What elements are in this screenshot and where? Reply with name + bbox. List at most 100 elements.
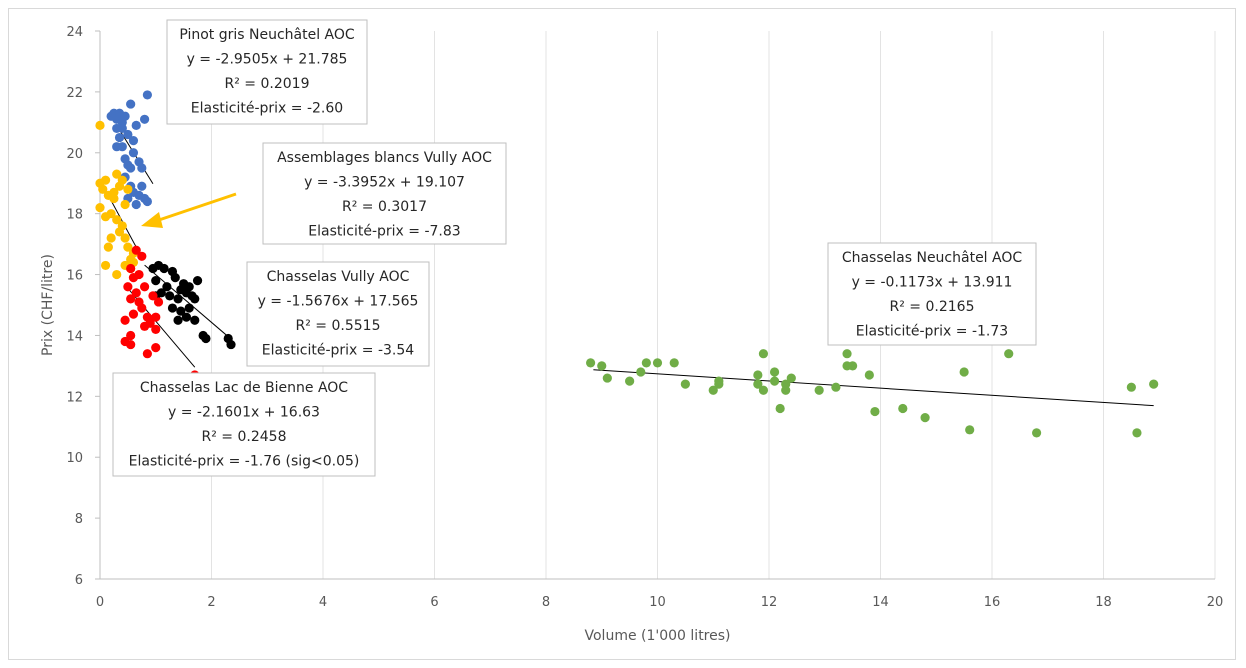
point-bienne <box>137 251 147 261</box>
x-tick-label: 2 <box>207 595 215 610</box>
point-vully_chasselas <box>167 303 178 313</box>
arrow-head <box>141 212 163 228</box>
annotation-line: Elasticité-prix = -1.76 (sig<0.05) <box>129 454 360 470</box>
point-neuchatel <box>842 349 852 359</box>
point-pinot <box>112 142 122 152</box>
x-tick-label: 18 <box>1095 595 1112 610</box>
point-pinot <box>126 163 136 173</box>
point-pinot <box>137 181 147 191</box>
point-neuchatel <box>920 413 930 423</box>
point-vully_chasselas <box>151 276 161 286</box>
annotation-box <box>827 242 1037 346</box>
point-neuchatel <box>758 385 769 395</box>
annotation-line: Elasticité-prix = -1.73 <box>856 324 1008 340</box>
point-neuchatel <box>959 367 969 377</box>
point-vully_blanc <box>117 175 127 185</box>
point-vully_blanc <box>95 120 105 130</box>
point-neuchatel <box>814 385 824 395</box>
point-pinot <box>120 111 130 121</box>
annotation-line: y = -2.1601x + 16.63 <box>168 405 320 421</box>
point-neuchatel <box>781 385 791 395</box>
annotation-pinot: Pinot gris Neuchâtel AOC y = -2.9505x + 2… <box>166 19 368 125</box>
x-tick-label: 0 <box>96 595 104 610</box>
point-bienne <box>126 339 136 350</box>
point-neuchatel <box>775 403 785 414</box>
point-neuchatel <box>1132 428 1142 438</box>
y-tick-label: 18 <box>66 208 83 223</box>
point-neuchatel <box>708 385 718 395</box>
point-neuchatel <box>669 358 679 368</box>
annotations: Pinot gris Neuchâtel AOC y = -2.9505x + 2… <box>112 19 1037 477</box>
point-vully_chasselas <box>192 276 203 286</box>
point-vully_chasselas <box>173 315 183 325</box>
point-neuchatel <box>636 367 646 377</box>
x-axis-title: Volume (1'000 litres) <box>585 628 731 644</box>
annotation-line: Elasticité-prix = -7.83 <box>308 224 460 240</box>
x-tick-label: 16 <box>984 595 1001 610</box>
annotation-line: R² = 0.2458 <box>202 429 287 445</box>
point-bienne <box>126 263 136 274</box>
point-vully_chasselas <box>181 312 192 322</box>
point-neuchatel <box>753 370 763 380</box>
annotation-line: y = -0.1173x + 13.911 <box>852 275 1013 291</box>
point-neuchatel <box>831 382 841 392</box>
x-tick-label: 20 <box>1207 595 1224 610</box>
point-neuchatel <box>1149 379 1159 389</box>
point-vully_blanc <box>112 215 122 225</box>
annotation-line: R² = 0.2019 <box>225 76 310 92</box>
point-vully_blanc <box>123 242 133 252</box>
annotation-bienne: Chasselas Lac de Bienne AOC y = -2.1601x … <box>112 372 376 477</box>
annotation-box <box>262 142 507 245</box>
point-pinot <box>128 136 139 146</box>
point-pinot <box>128 148 139 158</box>
y-tick-label: 16 <box>66 269 83 284</box>
annotation-line: R² = 0.2165 <box>890 299 975 315</box>
point-bienne <box>140 321 150 331</box>
point-vully_blanc <box>95 202 105 213</box>
x-tick-label: 4 <box>319 595 327 610</box>
annotation-line: Chasselas Lac de Bienne AOC <box>140 380 348 396</box>
point-vully_blanc <box>109 187 119 197</box>
point-pinot <box>140 114 150 124</box>
point-neuchatel <box>652 358 663 368</box>
point-bienne <box>151 312 161 322</box>
point-vully_blanc <box>114 227 125 237</box>
point-pinot <box>137 163 147 173</box>
point-neuchatel <box>586 358 596 368</box>
point-neuchatel <box>965 425 975 435</box>
point-neuchatel <box>758 349 769 359</box>
x-tick-label: 10 <box>649 595 666 610</box>
annotation-line: R² = 0.5515 <box>296 318 381 334</box>
point-vully_blanc <box>123 184 133 194</box>
point-bienne <box>140 282 150 292</box>
point-neuchatel <box>1004 349 1014 359</box>
point-bienne <box>126 330 136 341</box>
y-axis-title: Prix (CHF/litre) <box>40 254 56 356</box>
point-bienne <box>131 245 141 255</box>
point-vully_blanc <box>120 233 130 243</box>
point-bienne <box>148 291 158 301</box>
y-tick-label: 24 <box>66 25 83 40</box>
point-pinot <box>131 199 141 210</box>
point-neuchatel <box>769 367 780 377</box>
x-tick-label: 8 <box>542 595 550 610</box>
point-vully_chasselas <box>184 303 194 313</box>
point-vully_blanc <box>112 269 122 280</box>
point-vully_chasselas <box>190 294 200 304</box>
annotation-line: y = -2.9505x + 21.785 <box>187 52 348 68</box>
annotation-box <box>246 261 430 367</box>
point-neuchatel <box>597 361 607 371</box>
point-bienne <box>153 297 164 307</box>
x-tick-label: 14 <box>872 595 889 610</box>
point-neuchatel <box>898 403 908 414</box>
point-vully_chasselas <box>201 333 211 344</box>
point-vully_blanc <box>98 184 108 194</box>
y-tick-label: 12 <box>66 390 83 405</box>
point-neuchatel <box>1032 428 1042 438</box>
point-bienne <box>131 288 141 298</box>
point-neuchatel <box>864 370 874 380</box>
point-vully_chasselas <box>176 306 186 316</box>
y-tick-label: 14 <box>66 329 83 344</box>
trendline-neuchatel <box>593 369 1154 407</box>
